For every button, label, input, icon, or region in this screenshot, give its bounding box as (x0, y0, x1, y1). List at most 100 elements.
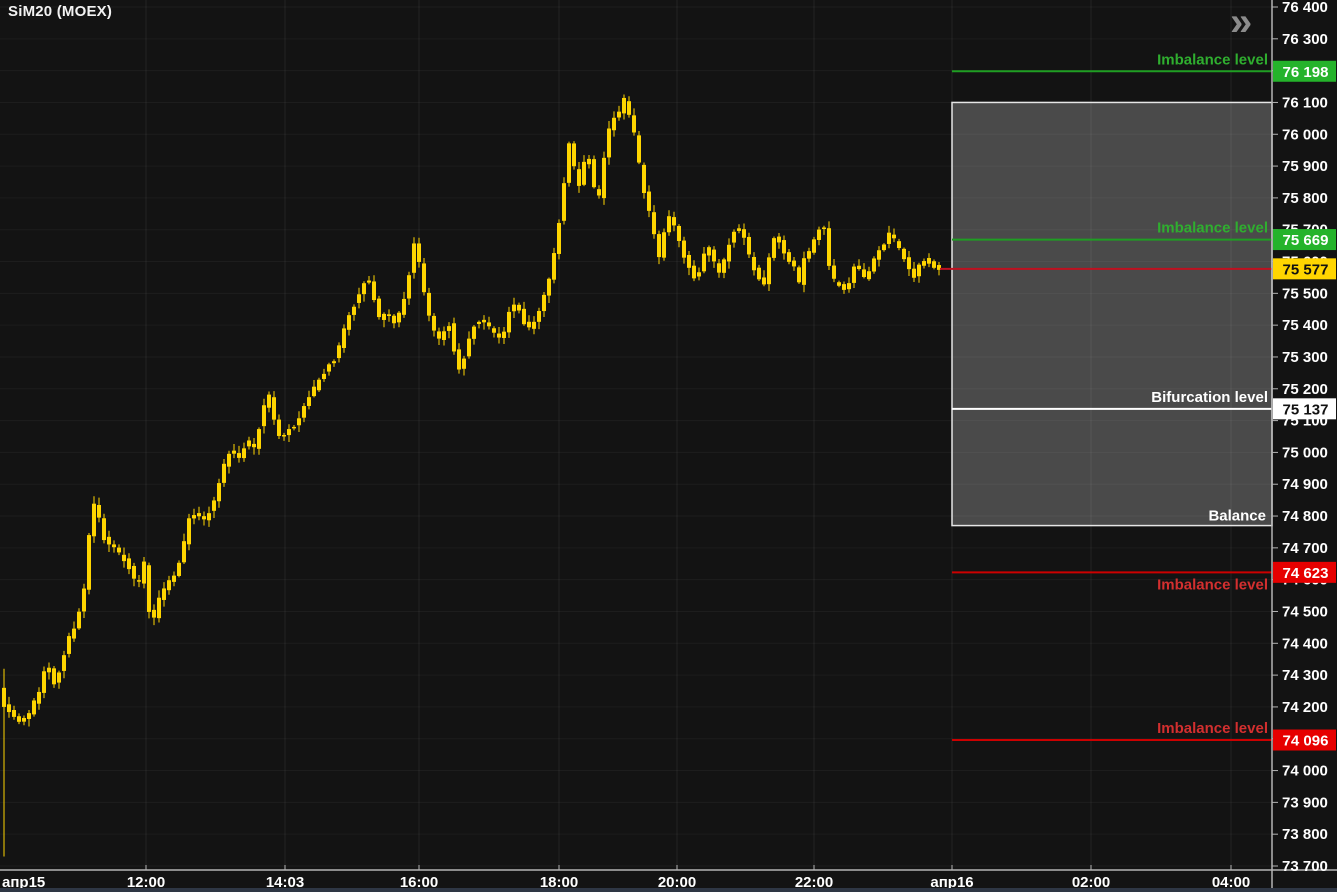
candle-body (422, 263, 426, 293)
candle-body (272, 397, 276, 420)
candle-body (487, 322, 491, 327)
candle-body (752, 256, 756, 271)
candle-body (682, 240, 686, 258)
candle-body (357, 294, 361, 303)
price-axis-label: 76 100 (1282, 94, 1328, 111)
candle-body (452, 323, 456, 352)
candle-body (22, 717, 26, 722)
candle-body (282, 434, 286, 437)
candle-body (307, 397, 311, 406)
time-axis-label: апр15 (2, 874, 45, 891)
price-axis-label: 76 300 (1282, 31, 1328, 48)
candle-body (172, 575, 176, 582)
candle-body (17, 716, 21, 722)
candle-body (687, 254, 691, 268)
level-price-badge: 75 669 (1273, 229, 1336, 251)
candle-body (387, 314, 391, 317)
candle-body (822, 227, 826, 229)
candle-body (377, 298, 381, 318)
candle-body (102, 518, 106, 541)
candle-body (292, 426, 296, 429)
last-price-badge-bg (1273, 258, 1336, 280)
candle-body (142, 561, 146, 584)
candle-body (482, 319, 486, 323)
candle-body (502, 331, 506, 338)
candle-body (757, 267, 761, 280)
candle-body (702, 253, 706, 272)
candle-body (192, 515, 196, 519)
candle-body (132, 565, 136, 579)
candle-body (312, 386, 316, 397)
candle-body (717, 263, 721, 273)
candle-body (447, 326, 451, 331)
candle-body (542, 294, 546, 312)
candle-body (732, 231, 736, 243)
level-price-badge-text: 76 198 (1283, 64, 1329, 81)
candle-body (797, 267, 801, 283)
time-axis[interactable]: апр15 12:00 14:03 16:00 18:00 20:00 22:00 апр16… (2, 865, 1250, 891)
candle-body (112, 544, 116, 548)
price-axis-label: 75 200 (1282, 381, 1328, 398)
time-axis-label: 20:00 (658, 874, 696, 891)
candle-body (317, 379, 321, 391)
candle-body (747, 236, 751, 255)
price-axis-label: 74 700 (1282, 540, 1328, 557)
candle-body (592, 159, 596, 188)
candle-body (207, 513, 211, 521)
balance-zone-box (952, 102, 1272, 526)
candle-body (512, 304, 516, 312)
candle-body (77, 611, 81, 629)
candle-body (147, 565, 151, 612)
bifurcation-price-badge-bg (1273, 398, 1336, 420)
candle-body (692, 265, 696, 279)
candle-body (802, 258, 806, 285)
candle-body (582, 161, 586, 185)
candle-body (922, 261, 926, 266)
level-price-badge-bg (1273, 229, 1336, 251)
candle-body (362, 283, 366, 295)
price-axis-label: 76 400 (1282, 0, 1328, 16)
candle-body (697, 272, 701, 277)
bifurcation-price-badge: 75 137 (1273, 398, 1336, 420)
candle-body (427, 292, 431, 316)
level-label: Imbalance level (1157, 720, 1268, 737)
candle-body (737, 228, 741, 231)
candle-body (202, 516, 206, 520)
candle-body (37, 691, 41, 704)
level-price-badge-text: 74 096 (1283, 733, 1329, 750)
candle-body (562, 183, 566, 221)
candle-body (247, 440, 251, 447)
candle-body (812, 239, 816, 253)
collapse-panel-icon[interactable]: » (1230, 0, 1253, 44)
candle-body (177, 562, 181, 576)
candle-body (532, 321, 536, 329)
candle-body (882, 244, 886, 251)
candle-body (837, 282, 841, 286)
level-label: Imbalance level (1157, 576, 1268, 593)
candle-body (257, 429, 261, 449)
candle-body (97, 505, 101, 518)
candle-body (792, 260, 796, 267)
candle-body (712, 249, 716, 262)
candle-body (477, 321, 481, 324)
candle-body (297, 418, 301, 426)
candle-body (432, 315, 436, 331)
price-axis-label: 75 900 (1282, 158, 1328, 175)
time-axis-label: 14:03 (266, 874, 304, 891)
candle-body (402, 298, 406, 315)
candle-body (742, 229, 746, 238)
time-axis-label: 02:00 (1072, 874, 1110, 891)
price-axis-label: 75 500 (1282, 285, 1328, 302)
candle-body (277, 419, 281, 436)
candle-body (842, 284, 846, 290)
price-axis-label: 75 800 (1282, 190, 1328, 207)
candle-body (677, 225, 681, 242)
candle-body (537, 310, 541, 322)
price-axis-label: 74 500 (1282, 603, 1328, 620)
candle-body (137, 580, 141, 582)
price-axis-label: 74 300 (1282, 667, 1328, 684)
candle-body (82, 588, 86, 612)
candle-body (152, 609, 156, 618)
